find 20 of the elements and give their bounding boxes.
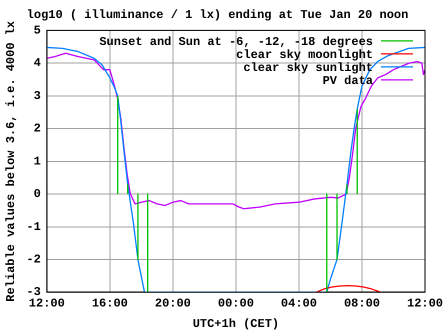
x-tick-label: 16:00 [92, 296, 128, 310]
legend-label: clear sky sunlight [243, 60, 373, 75]
y-tick-label: 3 [34, 88, 41, 103]
y-tick-label: 4 [34, 56, 41, 70]
x-tick-label: 12:00 [406, 296, 444, 310]
y-tick-label: 0 [34, 187, 41, 202]
y-tick-label: -1 [26, 220, 41, 234]
chart-title: log10 ( illuminance / 1 lx) ending at Tue Jan 20 noon [26, 8, 408, 22]
legend-label: clear sky moonlight [236, 48, 373, 62]
y-axis-title: Reliable values below 3.6, i.e. 4000 lx [4, 20, 18, 302]
y-tick-label: 1 [34, 154, 41, 168]
x-tick-label: 08:00 [344, 296, 380, 310]
x-tick-label: 00:00 [218, 296, 254, 310]
x-tick-label: 20:00 [154, 296, 191, 310]
x-tick-label: 04:00 [280, 296, 317, 310]
y-tick-label: 5 [34, 23, 41, 38]
y-tick-label: 2 [34, 122, 41, 136]
y-tick-label: -2 [26, 252, 41, 266]
x-axis-title: UTC+1h (CET) [192, 316, 280, 331]
legend-label: Sunset and Sun at -6, -12, -18 degrees [99, 34, 373, 49]
